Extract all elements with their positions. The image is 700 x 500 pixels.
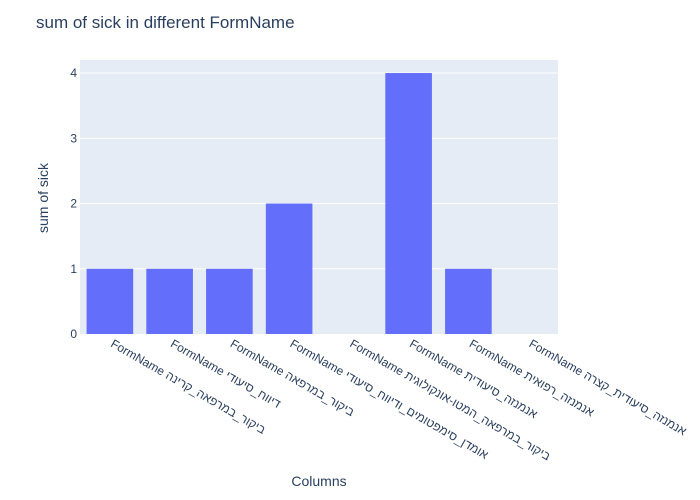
y-tick-labels: 0 1 2 3 4 [70,66,77,341]
y-tick-label: 1 [70,262,77,276]
bar [206,268,253,334]
bar [265,203,313,334]
y-tick-label: 0 [70,327,77,341]
y-tick-label: 2 [70,197,77,211]
bar [385,73,432,335]
bar [86,268,134,334]
y-tick-label: 3 [70,131,77,145]
bar [445,268,492,334]
y-axis-title: sum of sick [35,162,51,234]
y-tick-label: 4 [70,66,77,80]
chart-title: sum of sick in different FormName [36,13,295,32]
x-axis-title: Columns [291,473,347,489]
bars [86,73,492,335]
bar [146,268,193,334]
